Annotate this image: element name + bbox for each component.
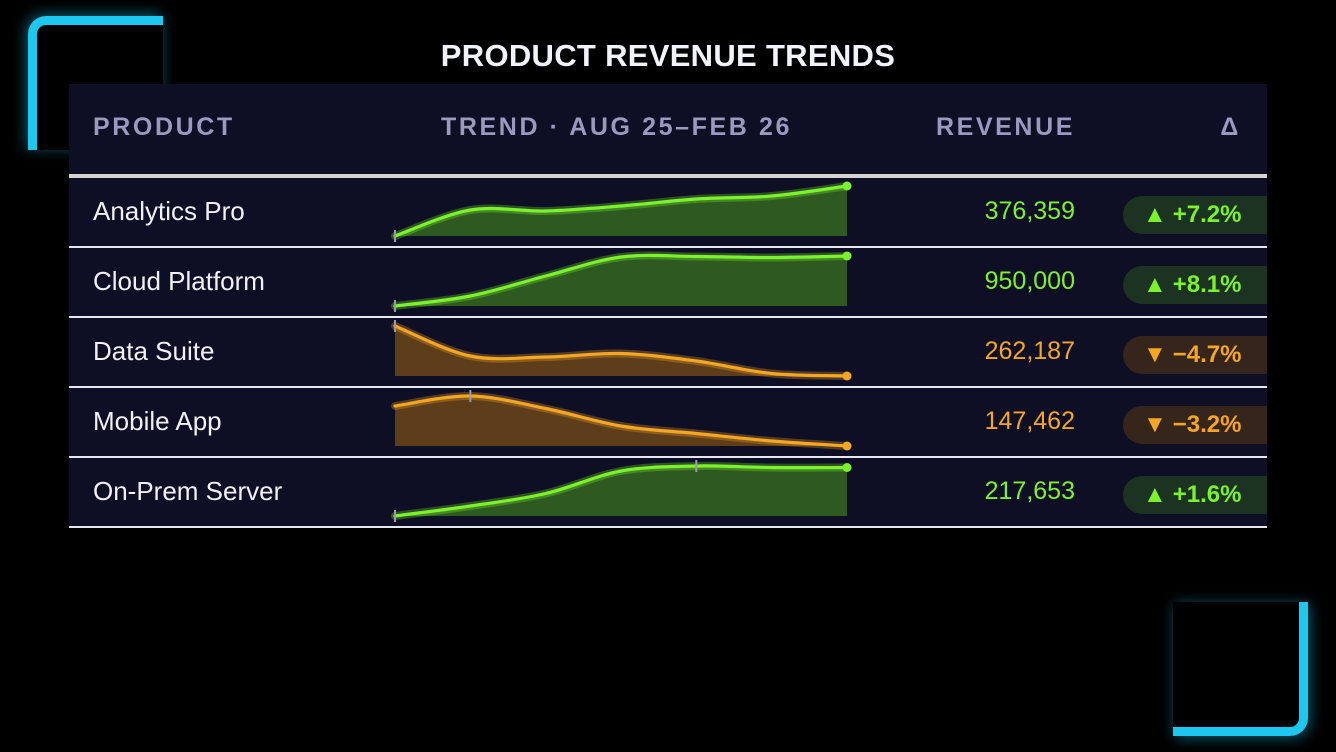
delta-value: −4.7% bbox=[1172, 341, 1242, 368]
sparkline-area bbox=[395, 465, 847, 516]
trend-sparkline bbox=[391, 460, 852, 522]
table-row: Cloud Platform 950,000 ▲ +8.1% bbox=[69, 248, 1267, 318]
header-trend: TREND · AUG 25–FEB 26 bbox=[441, 113, 792, 141]
triangle-down-icon: ▼ bbox=[1143, 341, 1167, 368]
revenue-value: 376,359 bbox=[984, 197, 1075, 225]
sparkline-line bbox=[393, 184, 849, 238]
chart-title: PRODUCT REVENUE TRENDS bbox=[440, 38, 896, 73]
delta-badge: ▼ −3.2% bbox=[1123, 406, 1267, 444]
sparkline-end-dot bbox=[842, 441, 852, 451]
product-name: Data Suite bbox=[93, 336, 215, 366]
revenue-value: 217,653 bbox=[984, 477, 1075, 505]
table-row: Analytics Pro 376,359 ▲ +7.2% bbox=[69, 178, 1267, 248]
product-name: On-Prem Server bbox=[93, 476, 283, 506]
delta-value: +1.6% bbox=[1172, 481, 1242, 508]
triangle-up-icon: ▲ bbox=[1143, 481, 1167, 508]
revenue-value: 262,187 bbox=[984, 337, 1075, 365]
sparkline-line bbox=[393, 464, 849, 518]
delta-badge: ▲ +1.6% bbox=[1123, 476, 1267, 514]
product-name: Analytics Pro bbox=[93, 196, 245, 226]
sparkline-end-dot bbox=[842, 181, 852, 191]
trend-sparkline bbox=[391, 390, 852, 451]
sparkline-line bbox=[393, 324, 849, 378]
sparkline-end-dot bbox=[842, 371, 852, 381]
trend-sparkline bbox=[391, 181, 852, 242]
table-row: On-Prem Server 217,653 ▲ +1.6% bbox=[69, 458, 1267, 528]
triangle-down-icon: ▼ bbox=[1143, 411, 1167, 438]
product-name: Cloud Platform bbox=[93, 266, 265, 296]
sparkline-area bbox=[395, 255, 847, 306]
delta-value: +7.2% bbox=[1172, 201, 1242, 228]
sparkline-area bbox=[395, 326, 847, 376]
table-header: PRODUCT TREND · AUG 25–FEB 26 REVENUE Δ bbox=[69, 84, 1267, 176]
sparkline-line bbox=[393, 253, 849, 308]
product-name: Mobile App bbox=[93, 406, 222, 436]
header-product: PRODUCT bbox=[93, 113, 235, 141]
revenue-table: PRODUCT TREND · AUG 25–FEB 26 REVENUE Δ … bbox=[69, 84, 1267, 528]
delta-badge: ▼ −4.7% bbox=[1123, 336, 1267, 374]
sparkline-area bbox=[395, 395, 847, 446]
table-row: Data Suite 262,187 ▼ −4.7% bbox=[69, 318, 1267, 388]
revenue-value: 950,000 bbox=[984, 267, 1075, 295]
header-divider bbox=[69, 174, 1267, 178]
header-revenue: REVENUE bbox=[935, 113, 1075, 141]
trend-sparkline bbox=[391, 251, 852, 312]
delta-badge: ▲ +7.2% bbox=[1123, 196, 1267, 234]
delta-badge: ▲ +8.1% bbox=[1123, 266, 1267, 304]
delta-value: +8.1% bbox=[1172, 271, 1242, 298]
triangle-up-icon: ▲ bbox=[1143, 201, 1167, 228]
revenue-value: 147,462 bbox=[984, 407, 1075, 435]
sparkline-end-dot bbox=[842, 463, 852, 472]
triangle-up-icon: ▲ bbox=[1143, 271, 1167, 298]
trend-sparkline bbox=[391, 320, 852, 381]
header-delta: Δ bbox=[1220, 113, 1241, 141]
sparkline-end-dot bbox=[842, 251, 852, 261]
table-row: Mobile App 147,462 ▼ −3.2% bbox=[69, 388, 1267, 458]
corner-bracket-bottom-right bbox=[1173, 602, 1308, 736]
delta-value: −3.2% bbox=[1172, 411, 1242, 438]
